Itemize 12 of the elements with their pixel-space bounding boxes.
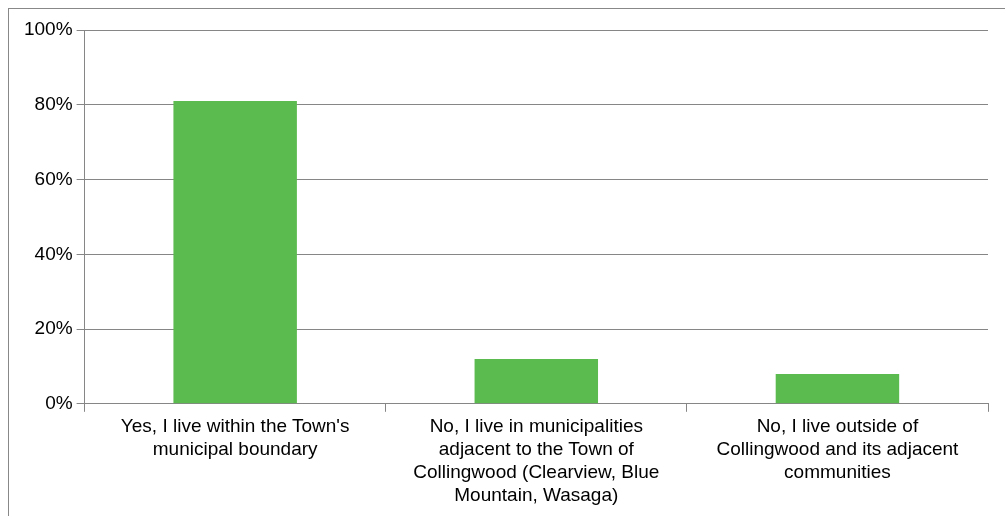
y-tick-label: 80% bbox=[34, 92, 73, 114]
y-tick-label: 0% bbox=[45, 392, 73, 414]
y-tick-label: 20% bbox=[34, 317, 73, 339]
x-tick-label: No, I live outside of Collingwood and its adjacent communities bbox=[716, 415, 960, 483]
bar bbox=[173, 101, 297, 404]
y-tick-label: 100% bbox=[23, 18, 73, 40]
x-tick-label: No, I live in municipalities adjacent to the Town of Collingwood (Clearview, Blue Mountain, Wasaga) bbox=[413, 415, 660, 505]
x-tick-label: Yes, I live within the Town's municipal boundary bbox=[120, 415, 350, 460]
bar bbox=[474, 358, 599, 404]
y-tick-label: 40% bbox=[34, 242, 73, 264]
bar bbox=[775, 373, 900, 404]
y-tick-label: 60% bbox=[34, 167, 73, 189]
